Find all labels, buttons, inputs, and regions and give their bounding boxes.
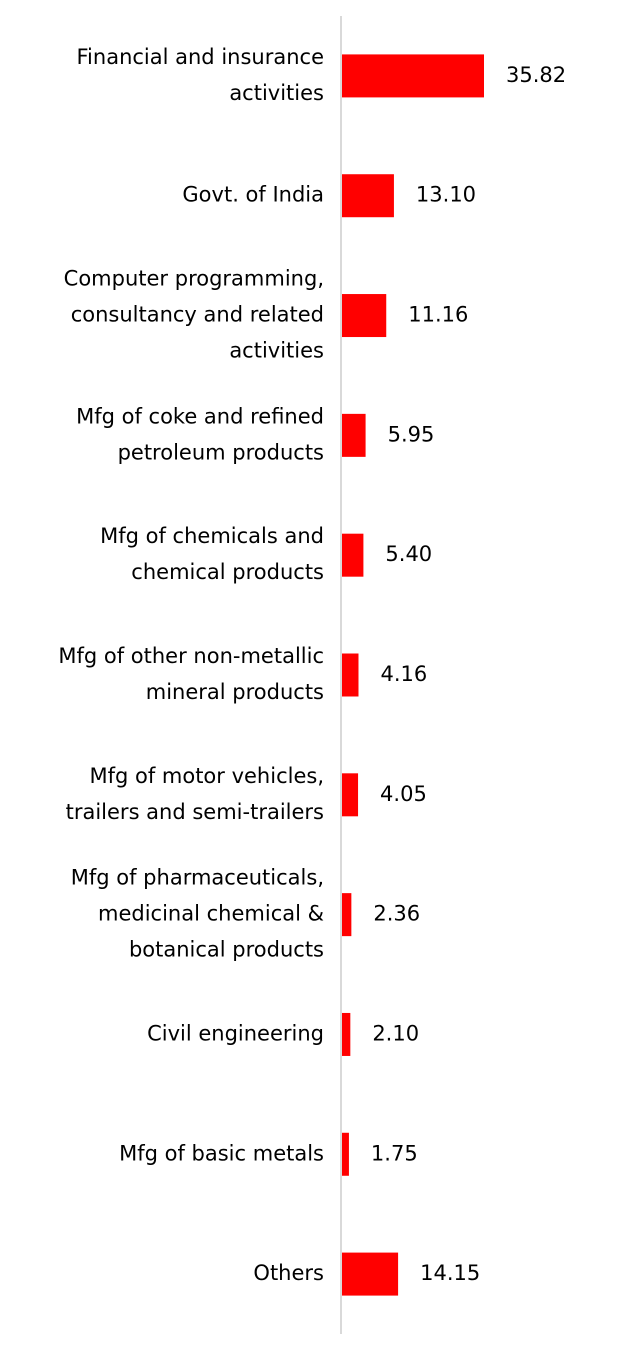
category-label-line: botanical products <box>129 938 324 962</box>
value-label: 13.10 <box>416 183 476 207</box>
category-label-line: Others <box>253 1261 324 1285</box>
category-label-line: mineral products <box>146 680 324 704</box>
category-label: Mfg of other non-metallic mineral product… <box>58 644 324 704</box>
category-label-line: consultancy and related <box>71 303 324 327</box>
value-labels: 35.82 13.10 11.16 5.95 5.40 4.16 4.05 2.36 2.10 1… <box>371 63 566 1285</box>
value-label: 2.10 <box>372 1021 419 1045</box>
value-label: 2.36 <box>373 902 420 926</box>
value-label: 11.16 <box>408 303 468 327</box>
category-label: Mfg of basic metals <box>119 1141 324 1165</box>
bar <box>342 773 359 817</box>
bar <box>342 893 352 937</box>
bar <box>342 533 364 577</box>
category-label-line: Computer programming, <box>64 267 324 291</box>
category-label-line: medicinal chemical & <box>98 902 324 926</box>
value-label: 1.75 <box>371 1141 418 1165</box>
category-label: Govt. of India <box>182 183 324 207</box>
category-label-line: chemical products <box>131 560 324 584</box>
category-label-line: activities <box>229 81 324 105</box>
value-label: 5.40 <box>385 542 432 566</box>
bars-layer <box>342 54 484 1296</box>
bar <box>342 653 359 697</box>
category-label: Mfg of chemicals and chemical products <box>100 524 324 584</box>
category-label-line: Mfg of pharmaceuticals, <box>71 866 324 890</box>
value-label: 35.82 <box>506 63 566 87</box>
bar <box>342 174 394 218</box>
category-label-line: petroleum products <box>118 440 324 464</box>
value-label: 4.05 <box>380 782 427 806</box>
category-label-line: Financial and insurance <box>77 45 325 69</box>
bar <box>342 54 484 98</box>
category-label-line: Mfg of coke and refined <box>76 404 324 428</box>
category-labels: Financial and insurance activities Govt. o… <box>58 45 324 1285</box>
category-label: Computer programming, consultancy and rel… <box>64 267 324 363</box>
value-label: 14.15 <box>420 1261 480 1285</box>
bar <box>342 1132 349 1176</box>
category-label-line: Mfg of chemicals and <box>100 524 324 548</box>
category-label: Mfg of coke and refined petroleum product… <box>76 404 324 464</box>
category-label-line: Civil engineering <box>147 1021 324 1045</box>
category-label-line: Mfg of other non-metallic <box>58 644 324 668</box>
bar <box>342 413 366 457</box>
category-label: Mfg of pharmaceuticals, medicinal chemica… <box>71 866 324 962</box>
category-label-line: Mfg of motor vehicles, <box>89 764 324 788</box>
category-label: Others <box>253 1261 324 1285</box>
category-label-line: trailers and semi-trailers <box>66 800 324 824</box>
bar <box>342 1252 399 1296</box>
category-label: Civil engineering <box>147 1021 324 1045</box>
category-label: Mfg of motor vehicles, trailers and semi-… <box>66 764 324 824</box>
value-label: 5.95 <box>388 422 435 446</box>
value-label: 4.16 <box>380 662 427 686</box>
category-label-line: Govt. of India <box>182 183 324 207</box>
category-label-line: Mfg of basic metals <box>119 1141 324 1165</box>
category-label-line: activities <box>229 339 324 363</box>
category-label: Financial and insurance activities <box>77 45 325 105</box>
bar <box>342 294 387 338</box>
bar <box>342 1012 351 1056</box>
